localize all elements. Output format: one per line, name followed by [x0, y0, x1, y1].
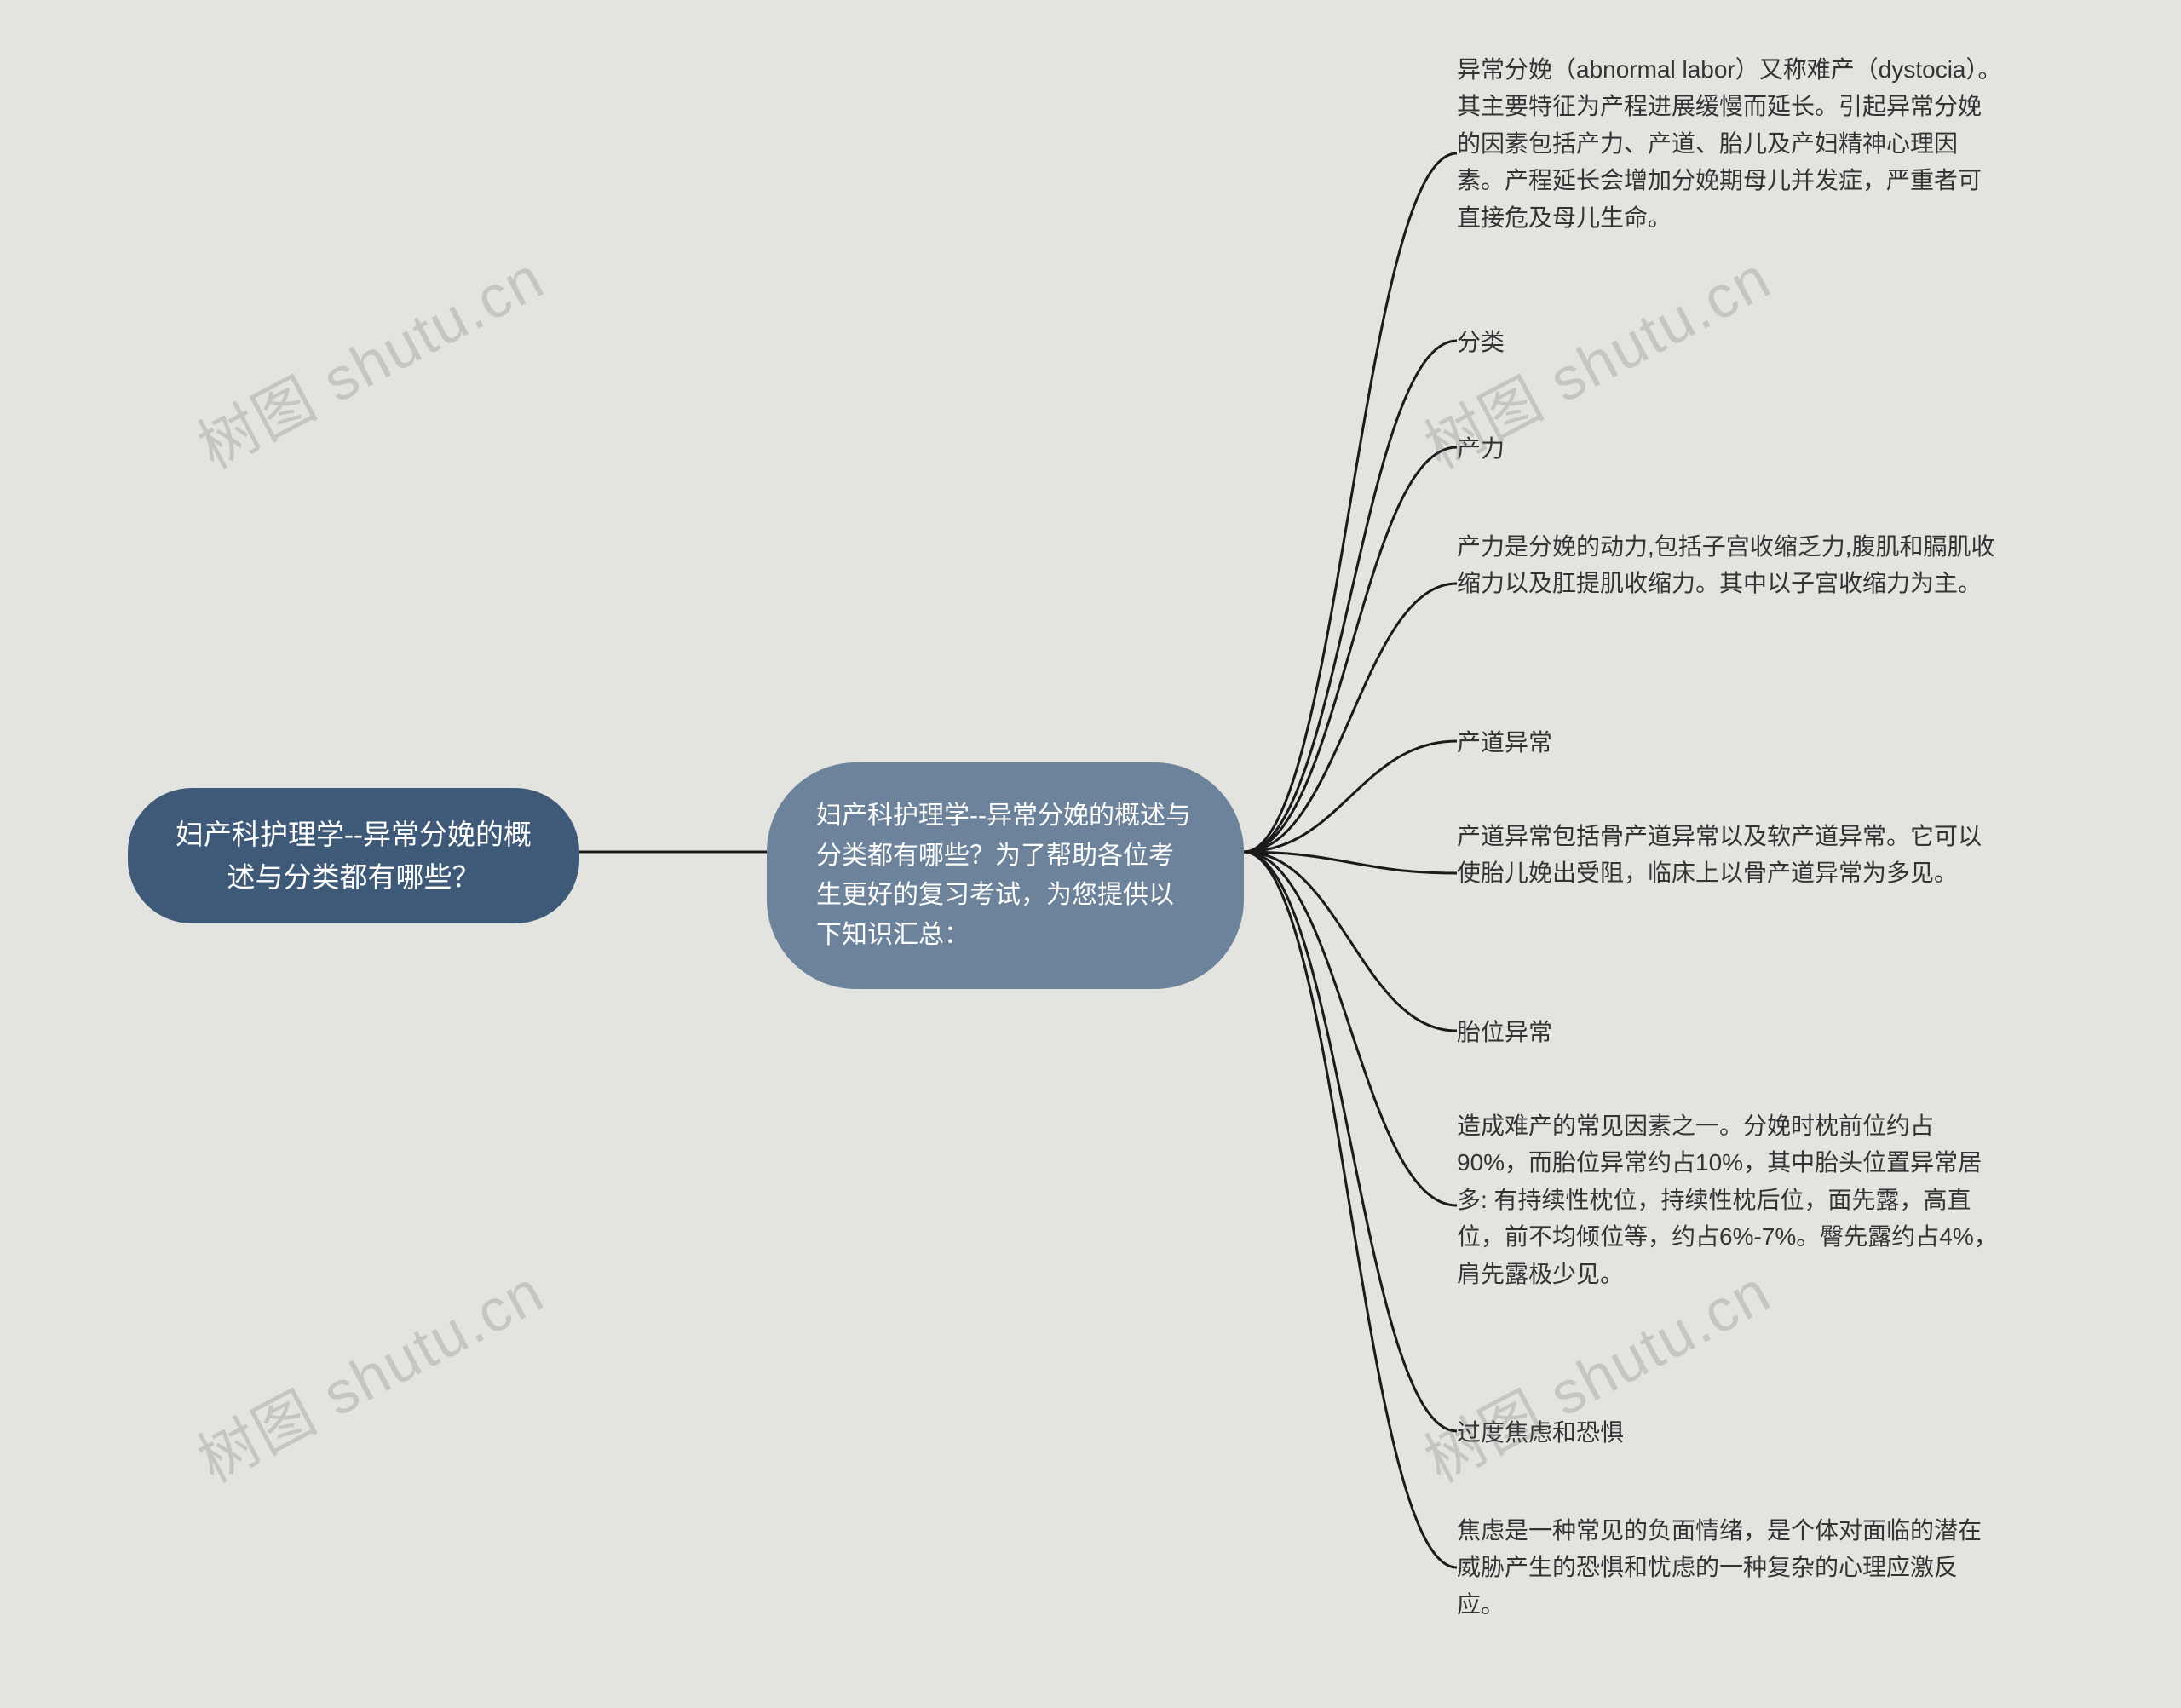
mindmap-canvas: 妇产科护理学--异常分娩的概述与分类都有哪些？ 妇产科护理学--异常分娩的概述与…	[0, 0, 2181, 1708]
leaf-node: 异常分娩（abnormal labor）又称难产（dystocia）。其主要特征…	[1457, 51, 2002, 236]
leaf-node: 胎位异常	[1457, 1014, 1552, 1050]
mid-label: 妇产科护理学--异常分娩的概述与分类都有哪些？为了帮助各位考生更好的复习考试，为…	[816, 796, 1194, 955]
leaf-node: 产力是分娩的动力,包括子宫收缩乏力,腹肌和膈肌收缩力以及肛提肌收缩力。其中以子宫…	[1457, 528, 2002, 602]
leaf-node: 产道异常包括骨产道异常以及软产道异常。它可以使胎儿娩出受阻，临床上以骨产道异常为…	[1457, 818, 2002, 892]
root-label: 妇产科护理学--异常分娩的概述与分类都有哪些？	[165, 814, 542, 898]
mid-node: 妇产科护理学--异常分娩的概述与分类都有哪些？为了帮助各位考生更好的复习考试，为…	[767, 762, 1244, 989]
leaf-node: 分类	[1457, 324, 1505, 360]
leaf-node: 产道异常	[1457, 724, 1552, 761]
leaf-node: 焦虑是一种常见的负面情绪，是个体对面临的潜在威胁产生的恐惧和忧虑的一种复杂的心理…	[1457, 1512, 2002, 1623]
watermark-text: 树图 shutu.cn	[181, 1245, 556, 1499]
watermark-text: 树图 shutu.cn	[181, 231, 556, 486]
root-node: 妇产科护理学--异常分娩的概述与分类都有哪些？	[128, 788, 579, 923]
